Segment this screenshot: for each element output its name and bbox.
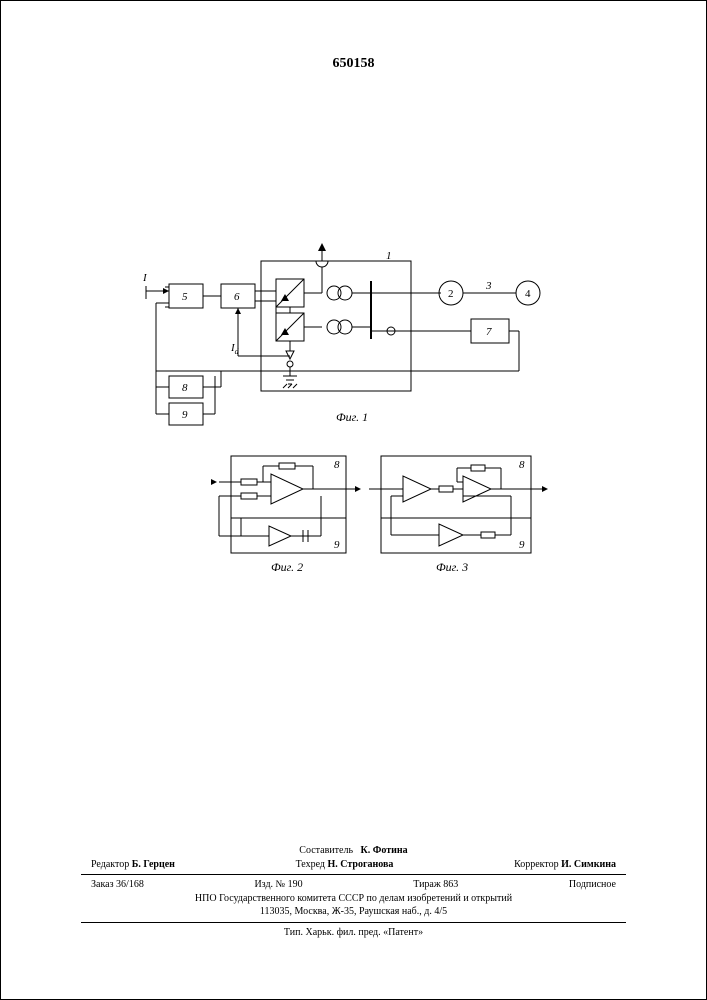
diagrams-svg: 1 <box>121 251 601 611</box>
fig2-label-8: 8 <box>334 459 340 471</box>
figure-3: 8 9 Фиг. 3 <box>369 456 548 574</box>
xfmr-lo-1 <box>327 320 341 334</box>
hr-1 <box>81 874 626 875</box>
corrector-name: И. Симкина <box>561 859 616 870</box>
compiler-name: К. Фотина <box>361 845 408 856</box>
fig3-rfb <box>471 465 485 471</box>
fig2-label-9: 9 <box>334 539 340 551</box>
tech-editor-label: Техред <box>296 859 325 870</box>
tech-editor-cell: Техред Н. Строганова <box>296 858 394 872</box>
fig2-r1 <box>241 479 257 485</box>
Id-arrow <box>235 308 241 314</box>
xfmr-lo-2 <box>338 320 352 334</box>
printer-line: Тип. Харьк. фил. пред. «Патент» <box>81 926 626 940</box>
corrector-cell: Корректор И. Симкина <box>514 858 616 872</box>
label-I: I <box>142 272 148 284</box>
fig3-rmid <box>439 486 453 492</box>
fig2-opamp <box>271 474 303 504</box>
patent-number: 650158 <box>1 56 706 72</box>
label-6: 6 <box>234 291 240 303</box>
fig3-label-9: 9 <box>519 539 525 551</box>
gndh2 <box>288 384 292 388</box>
label-7: 7 <box>486 326 492 338</box>
label-1: 1 <box>386 250 392 262</box>
hr-2 <box>81 922 626 923</box>
izd: Изд. № 190 <box>254 878 302 892</box>
footer: Составитель К. Фотина Редактор Б. Герцен… <box>81 844 626 939</box>
compiler-label: Составитель <box>299 845 353 856</box>
fig2-opamp9 <box>269 526 291 546</box>
subscription: Подписное <box>569 878 616 892</box>
fig3-9-r <box>481 532 495 538</box>
xfmr-up-1 <box>327 286 341 300</box>
corrector-label: Корректор <box>514 859 559 870</box>
figure-2: 8 9 <box>211 456 361 574</box>
diode-gnd <box>286 351 294 359</box>
in-I-arrow <box>163 288 169 294</box>
org-line-1: НПО Государственного комитета СССР по де… <box>81 892 626 906</box>
diagram-area: 1 <box>121 251 601 611</box>
figure-1: 1 <box>142 243 540 425</box>
editor-label: Редактор <box>91 859 129 870</box>
label-2: 2 <box>448 288 454 300</box>
fig2-out-arr <box>355 486 361 492</box>
editor-cell: Редактор Б. Герцен <box>91 858 175 872</box>
order: Заказ 36/168 <box>91 878 144 892</box>
fig3-op1 <box>403 476 431 502</box>
fig2-r2 <box>241 493 257 499</box>
gndh1 <box>283 384 287 388</box>
fig3-op9 <box>439 524 463 546</box>
gnd-node <box>287 361 293 367</box>
tech-editor-name: Н. Строганова <box>328 859 394 870</box>
label-4: 4 <box>525 288 531 300</box>
fig3-out-arr <box>542 486 548 492</box>
label-8: 8 <box>182 382 188 394</box>
credits-row: Редактор Б. Герцен Техред Н. Строганова … <box>81 858 626 872</box>
label-9: 9 <box>182 409 188 421</box>
fig1-caption: Фиг. 1 <box>336 410 368 424</box>
fig2-in1-arr <box>211 479 217 485</box>
rect-upper-diag <box>276 279 304 307</box>
breaker-top <box>316 261 328 267</box>
label-5: 5 <box>182 291 188 303</box>
tirazh: Тираж 863 <box>413 878 458 892</box>
xfmr-up-2 <box>338 286 352 300</box>
gndh3 <box>293 384 297 388</box>
fig2-caption: Фиг. 2 <box>271 560 303 574</box>
fig3-op2 <box>463 476 491 502</box>
rect-lower-diag <box>276 313 304 341</box>
editor-name: Б. Герцен <box>132 859 175 870</box>
label-3: 3 <box>485 280 492 292</box>
fig3-caption: Фиг. 3 <box>436 560 468 574</box>
order-row: Заказ 36/168 Изд. № 190 Тираж 863 Подпис… <box>81 878 626 892</box>
fig2-rfb <box>279 463 295 469</box>
fig3-label-8: 8 <box>519 459 525 471</box>
org-line-2: 113035, Москва, Ж-35, Раушская наб., д. … <box>81 905 626 919</box>
compiler-line: Составитель К. Фотина <box>81 844 626 858</box>
arrow-up <box>318 243 326 251</box>
